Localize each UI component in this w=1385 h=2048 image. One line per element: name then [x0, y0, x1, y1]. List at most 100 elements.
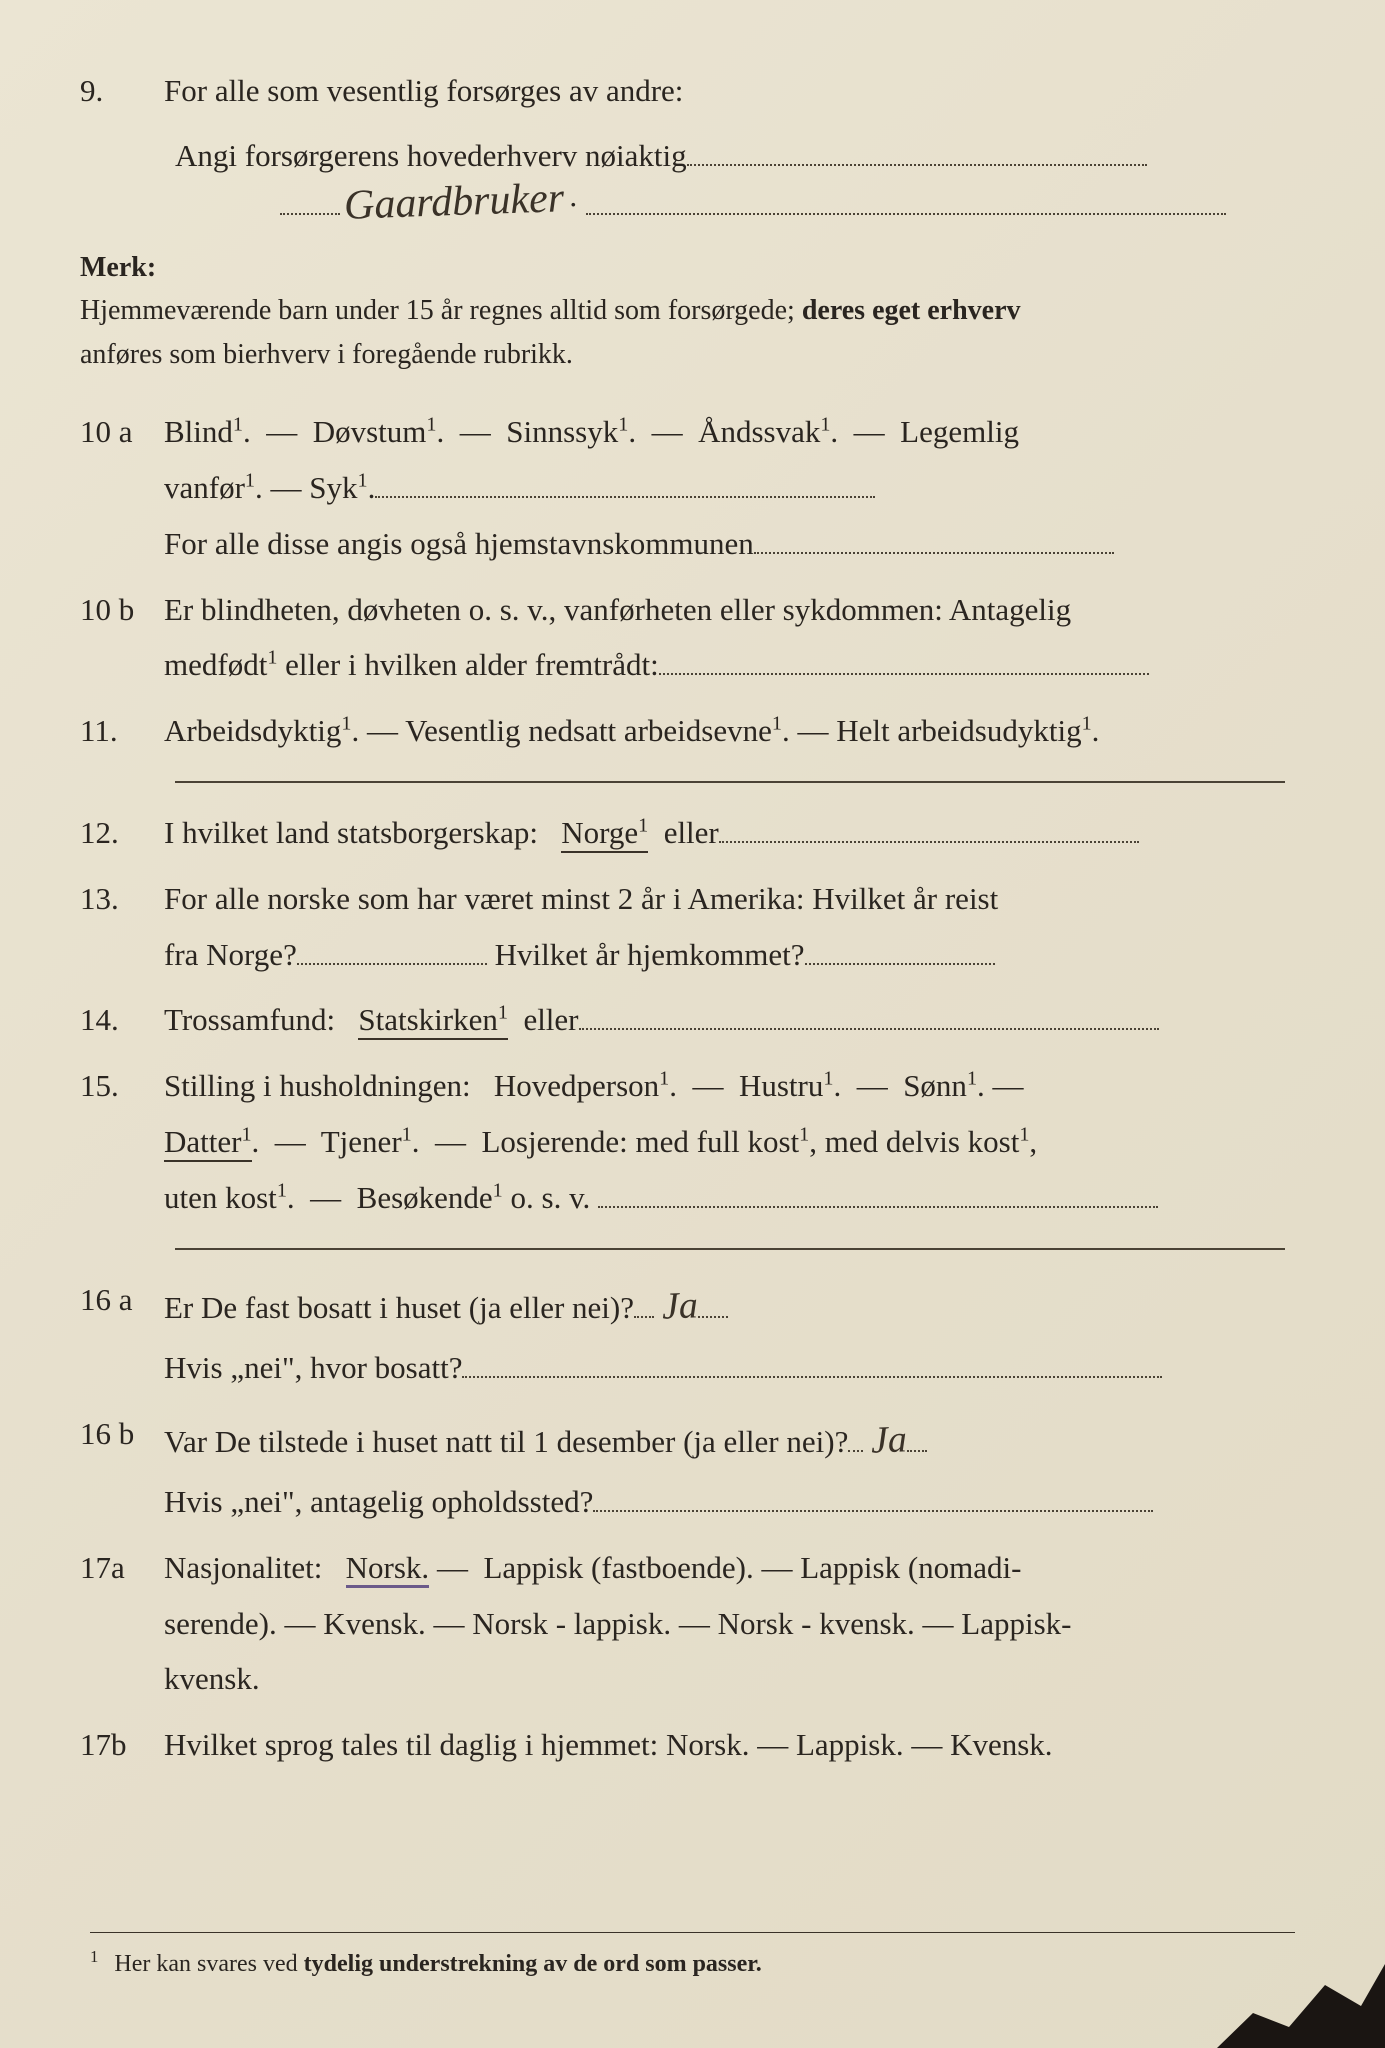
divider-1 — [175, 781, 1285, 783]
q16b-q1: Var De tilstede i huset natt til 1 desem… — [164, 1424, 848, 1459]
q16a-ans1: Ja — [661, 1271, 699, 1341]
q12-text: I hvilket land statsborgerskap: — [164, 815, 538, 850]
footnote: 1 Her kan svares ved tydelig understrekn… — [90, 1932, 1295, 1978]
merk-row: Merk: Hjemmeværende barn under 15 år reg… — [80, 246, 1305, 376]
q15-opt-datter: Datter1 — [164, 1124, 252, 1162]
q17a-row: 17a Nasjonalitet: Norsk. — Lappisk (fast… — [80, 1540, 1305, 1707]
q15-body: Stilling i husholdningen: Hovedperson1. … — [164, 1058, 1299, 1225]
q10a-blank2 — [754, 517, 1114, 554]
q15-num: 15. — [80, 1058, 160, 1114]
q10a-num: 10 a — [80, 404, 160, 460]
q10b-text2a: medfødt — [164, 647, 267, 682]
q12-row: 12. I hvilket land statsborgerskap: Norg… — [80, 805, 1305, 861]
q14-opt-txt: Statskirken — [358, 1002, 498, 1037]
merk-body: Hjemmeværende barn under 15 år regnes al… — [80, 289, 1205, 376]
q15-blank — [598, 1171, 1158, 1208]
q10b-body: Er blindheten, døvheten o. s. v., vanfør… — [164, 582, 1299, 694]
q15-rest2: Losjerende: med full kost — [481, 1124, 799, 1159]
q11-opt0: Arbeidsdyktig — [164, 713, 341, 748]
q17a-body: Nasjonalitet: Norsk. — Lappisk (fastboen… — [164, 1540, 1299, 1707]
q12-body: I hvilket land statsborgerskap: Norge1 e… — [164, 805, 1299, 861]
q14-blank — [579, 993, 1159, 1030]
footnote-pre: Her kan svares ved — [114, 1951, 303, 1977]
q10a-row: 10 a Blind1. — Døvstum1. — Sinnssyk1. — … — [80, 404, 1305, 571]
q15-opt0: Hovedperson — [494, 1068, 659, 1103]
q16a-q2: Hvis „nei", hvor bosatt? — [164, 1350, 462, 1385]
q13-blank2 — [805, 927, 995, 964]
q9-line2: Angi forsørgerens hovederhverv nøiaktig — [175, 138, 687, 173]
q15-rest3a: uten kost — [164, 1180, 277, 1215]
q16a-row: 16 a Er De fast bosatt i huset (ja eller… — [80, 1272, 1305, 1396]
torn-corner — [1145, 1908, 1385, 2048]
q16b-ans1: Ja — [870, 1405, 908, 1475]
q10a-line2b: Syk — [309, 470, 357, 505]
divider-2 — [175, 1248, 1285, 1250]
q17a-label: Nasjonalitet: — [164, 1550, 322, 1585]
merk-bold1: deres eget erhverv — [802, 295, 1021, 326]
q15-row: 15. Stilling i husholdningen: Hovedperso… — [80, 1058, 1305, 1225]
q17b-body: Hvilket sprog tales til daglig i hjemmet… — [164, 1717, 1299, 1773]
q10b-row: 10 b Er blindheten, døvheten o. s. v., v… — [80, 582, 1305, 694]
q15-opt2a-txt: Datter — [164, 1124, 241, 1159]
q17a-opt-norsk: Norsk. — [346, 1550, 430, 1588]
q17b-row: 17b Hvilket sprog tales til daglig i hje… — [80, 1717, 1305, 1773]
q17a-rest1: Lappisk (fastboende). — Lappisk (nomadi- — [483, 1550, 1021, 1585]
q10a-opt0: Blind — [164, 414, 233, 449]
q13-text1: For alle norske som har været minst 2 år… — [164, 881, 998, 916]
q17b-num: 17b — [80, 1717, 160, 1773]
q10a-body: Blind1. — Døvstum1. — Sinnssyk1. — Åndss… — [164, 404, 1299, 571]
q12-tail: eller — [664, 815, 719, 850]
q13-blank1 — [297, 927, 487, 964]
q14-tail: eller — [523, 1002, 578, 1037]
merk-text1: Hjemmeværende barn under 15 år regnes al… — [80, 295, 802, 326]
q16a-blank2 — [462, 1341, 1162, 1378]
q15-opt2b: Tjener — [321, 1124, 402, 1159]
q10b-blank — [659, 638, 1149, 675]
q9-blank1 — [687, 129, 1147, 166]
q13-num: 13. — [80, 871, 160, 927]
q9-blank-right — [586, 196, 1226, 215]
q14-label: Trossamfund: — [164, 1002, 335, 1037]
q13-body: For alle norske som har været minst 2 år… — [164, 871, 1299, 983]
q14-row: 14. Trossamfund: Statskirken1 eller — [80, 992, 1305, 1048]
q16b-num: 16 b — [80, 1406, 160, 1462]
q16a-q1: Er De fast bosatt i huset (ja eller nei)… — [164, 1290, 634, 1325]
q10b-num: 10 b — [80, 582, 160, 638]
q13-row: 13. For alle norske som har været minst … — [80, 871, 1305, 983]
footnote-bold: tydelig understrekning av de ord som pas… — [304, 1951, 762, 1977]
footnote-mark: 1 — [90, 1947, 98, 1966]
q15-rest3c: o. s. v. — [503, 1180, 591, 1215]
q16b-blank2 — [593, 1475, 1153, 1512]
q10a-opt1: Døvstum — [313, 414, 427, 449]
q10a-line3: For alle disse angis også hjemstavnskomm… — [164, 526, 754, 561]
q11-opt2: Helt arbeidsudyktig — [836, 713, 1081, 748]
q10a-blank1 — [375, 461, 875, 498]
q17a-num: 17a — [80, 1540, 160, 1596]
q10b-text1: Er blindheten, døvheten o. s. v., vanfør… — [164, 592, 1071, 627]
q16b-body: Var De tilstede i huset natt til 1 desem… — [164, 1406, 1299, 1530]
q15-rest3b: Besøkende — [357, 1180, 493, 1215]
q16a-num: 16 a — [80, 1272, 160, 1328]
q9-blank-left — [280, 196, 340, 215]
q14-opt: Statskirken1 — [358, 1002, 508, 1040]
q16b-row: 16 b Var De tilstede i huset natt til 1 … — [80, 1406, 1305, 1530]
q9-num: 9. — [80, 63, 160, 119]
merk-label: Merk: — [80, 246, 175, 289]
census-form-page: 9. For alle som vesentlig forsørges av a… — [0, 0, 1385, 2048]
q13-text2a: fra Norge? — [164, 937, 297, 972]
q10b-text2b: eller i hvilken alder fremtrådt: — [277, 647, 658, 682]
q15-rest2b: , med delvis kost — [809, 1124, 1019, 1159]
q12-opt: Norge1 — [561, 815, 648, 853]
q12-opt-txt: Norge — [561, 815, 638, 850]
q9-handwritten: Gaardbruker — [343, 174, 565, 230]
q11-body: Arbeidsdyktig1. — Vesentlig nedsatt arbe… — [164, 703, 1299, 759]
q17b-text: Hvilket sprog tales til daglig i hjemmet… — [164, 1727, 1053, 1762]
q11-num: 11. — [80, 703, 160, 759]
q16a-body: Er De fast bosatt i huset (ja eller nei)… — [164, 1272, 1299, 1396]
q14-body: Trossamfund: Statskirken1 eller — [164, 992, 1299, 1048]
q15-opt2: Sønn — [903, 1068, 967, 1103]
q12-num: 12. — [80, 805, 160, 861]
q9-handwriting-wrap: Gaardbruker · — [280, 178, 1305, 226]
q13-text2b: Hvilket år hjemkommet? — [495, 937, 805, 972]
q9-row: 9. For alle som vesentlig forsørges av a… — [80, 63, 1305, 119]
